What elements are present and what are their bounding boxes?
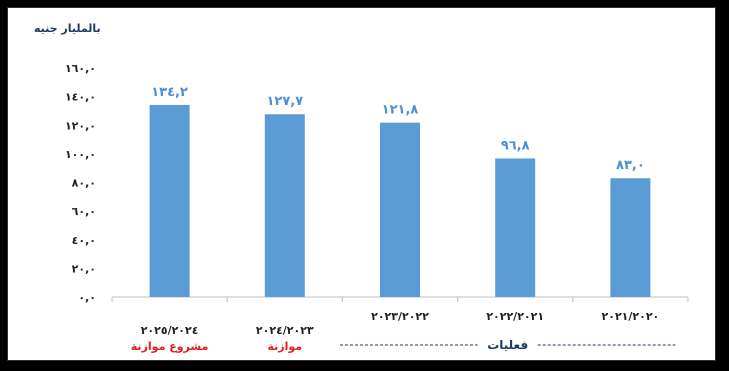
x-tick-label: ٢٠٢٤/٢٠٢٣: [256, 324, 314, 337]
chart-frame: بالمليار جنيه ٠,٠ ٢٠,٠ ٤٠,٠ ٦٠,٠ ٨٠,٠ ١٠٠,٠ ١٢…: [7, 7, 716, 361]
data-label: ٨٣,٠: [616, 158, 645, 173]
y-tick-label: ١٠٠,٠: [65, 148, 96, 161]
data-label: ٩٦,٨: [501, 138, 530, 153]
y-tick-label: ٤٠,٠: [72, 234, 96, 247]
y-tick-label: ٢٠,٠: [72, 262, 96, 275]
group-note: فعليات: [487, 338, 528, 352]
y-tick-label: ٠,٠: [78, 291, 96, 304]
x-tick-label: ٢٠٢١/٢٠٢٠: [602, 310, 660, 323]
x-tick-label: ٢٠٢٣/٢٠٢٢: [371, 310, 429, 323]
bar: [610, 178, 651, 297]
y-tick-label: ٨٠,٠: [72, 177, 96, 190]
bar: [380, 122, 420, 297]
y-tick-label: ١٢٠,٠: [65, 119, 96, 132]
y-tick-label: ١٦٠,٠: [65, 62, 96, 75]
data-label: ١٢١,٨: [382, 103, 419, 118]
data-label: ١٢٧,٧: [266, 94, 303, 109]
category-note: موازنة: [267, 340, 302, 353]
y-tick-label: ٦٠,٠: [72, 205, 96, 218]
x-tick-label: ٢٠٢٢/٢٠٢١: [486, 310, 544, 323]
x-tick-label: ٢٠٢٥/٢٠٢٤: [141, 324, 199, 337]
bar: [149, 104, 190, 298]
y-tick-label: ١٤٠,٠: [65, 91, 96, 104]
unit-label: بالمليار جنيه: [34, 22, 101, 35]
bar-chart: ٠,٠ ٢٠,٠ ٤٠,٠ ٦٠,٠ ٨٠,٠ ١٠٠,٠ ١٢٠,٠ ١٤٠,٠ ١٦٠,٠ ١…: [65, 62, 689, 353]
bar: [264, 114, 305, 298]
bar: [495, 158, 536, 297]
data-label: ١٣٤,٢: [151, 85, 188, 100]
category-note: مشروع موازنة: [131, 340, 209, 353]
